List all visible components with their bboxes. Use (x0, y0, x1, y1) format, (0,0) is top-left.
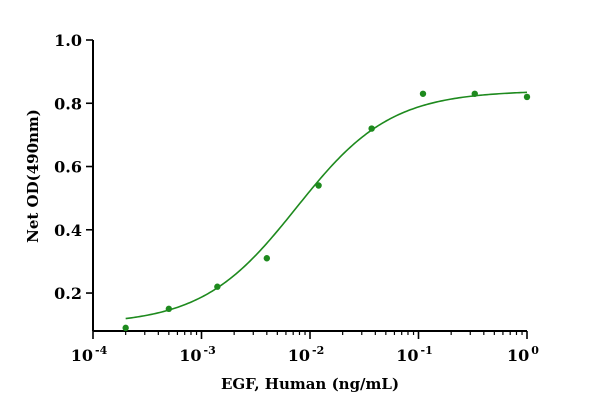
y-tick-label: 0.8 (54, 94, 82, 113)
data-point (523, 93, 531, 101)
y-tick-label: 1.0 (54, 31, 82, 50)
data-point (122, 324, 129, 332)
data-point (214, 283, 221, 290)
data-point (315, 182, 322, 189)
fit-curve (125, 91, 528, 320)
x-axis: 10 -4 10 -3 10 -2 10 -1 10 0 (71, 330, 539, 365)
data-point (263, 255, 271, 262)
x-axis-title: EGF, Human (ng/mL) (221, 375, 399, 393)
y-tick-label: 0.6 (54, 158, 82, 177)
x-tick-label: 10 0 (507, 344, 539, 365)
x-tick-label: 10 -4 (71, 344, 108, 365)
data-point (419, 90, 427, 97)
y-axis-title: Net OD(490nm) (24, 109, 42, 243)
plot-area (122, 90, 531, 332)
data-point (471, 90, 478, 97)
y-tick-label: 0.4 (54, 221, 82, 240)
x-tick-label: 10 -1 (396, 344, 433, 365)
x-tick-label: 10 -2 (288, 344, 325, 365)
data-point (165, 305, 173, 313)
x-tick-label: 10 -3 (179, 344, 216, 365)
data-point (368, 125, 375, 132)
y-axis: 0.2 0.4 0.6 0.8 1.0 (54, 31, 94, 331)
y-tick-label: 0.2 (54, 284, 82, 303)
